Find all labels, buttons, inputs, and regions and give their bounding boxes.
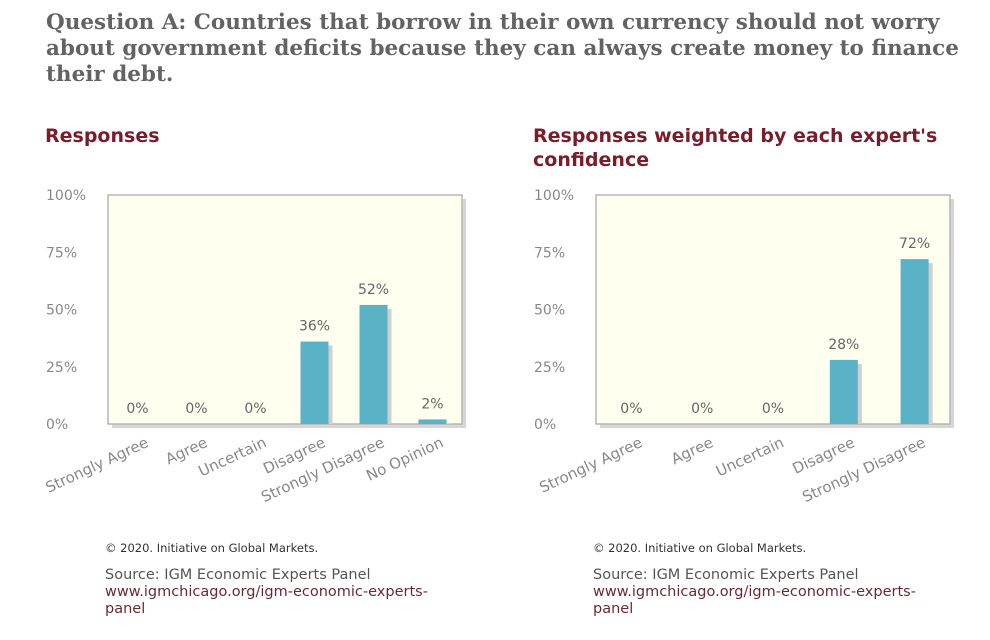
y-tick-label: 75% xyxy=(534,245,565,261)
y-tick-label: 50% xyxy=(534,303,565,319)
source-text: Source: IGM Economic Experts Panel xyxy=(105,567,371,583)
copyright-text: © 2020. Initiative on Global Markets. xyxy=(593,541,807,555)
copyright-text: © 2020. Initiative on Global Markets. xyxy=(105,541,319,555)
chart-title: Responses xyxy=(45,125,160,147)
source-link[interactable]: www.igmchicago.org/igm-economic-experts-… xyxy=(593,584,916,617)
y-tick-label: 100% xyxy=(46,188,86,204)
y-tick-label: 25% xyxy=(534,360,565,376)
y-tick-label: 25% xyxy=(46,360,77,376)
bar-strongly-disagree xyxy=(359,304,388,424)
weighted-responses-chart: 0%25%50%75%100%0%Strongly Agree0%Agree0%… xyxy=(534,188,954,506)
y-tick-label: 75% xyxy=(46,245,77,261)
y-tick-label: 100% xyxy=(534,188,574,204)
source-link[interactable]: www.igmchicago.org/igm-economic-experts-… xyxy=(105,584,428,617)
category-label-strongly-agree: Strongly Agree xyxy=(537,433,646,496)
value-label-agree: 0% xyxy=(185,401,207,417)
weighted-responses-panel: Responses weighted by each expert's conf… xyxy=(488,0,958,640)
plot-area xyxy=(107,194,463,425)
category-label-agree: Agree xyxy=(668,433,716,468)
y-tick-label: 50% xyxy=(46,303,77,319)
source-block: Source: IGM Economic Experts Panel www.i… xyxy=(105,567,465,618)
category-label-uncertain: Uncertain xyxy=(713,433,787,480)
value-label-strongly-disagree: 52% xyxy=(358,282,389,298)
category-label-uncertain: Uncertain xyxy=(196,433,270,480)
value-label-disagree: 36% xyxy=(299,319,330,335)
value-label-strongly-agree: 0% xyxy=(126,401,148,417)
bar-no-opinion xyxy=(418,419,447,424)
question-heading: Question A: Countries that borrow in the… xyxy=(46,10,959,87)
value-label-strongly-agree: 0% xyxy=(620,401,642,417)
bar-disagree xyxy=(300,341,329,424)
value-label-uncertain: 0% xyxy=(244,401,266,417)
value-label-disagree: 28% xyxy=(828,337,859,353)
value-label-strongly-disagree: 72% xyxy=(899,236,930,252)
y-tick-label: 0% xyxy=(534,417,556,433)
category-label-strongly-disagree: Strongly Disagree xyxy=(799,433,928,506)
source-block: Source: IGM Economic Experts Panel www.i… xyxy=(593,567,953,618)
bar-strongly-disagree xyxy=(900,259,929,424)
plot-area xyxy=(595,194,951,425)
responses-panel: Responses 0% 25% 50% 75% 100% 0% Strongly Agre… xyxy=(0,0,470,640)
value-label-no-opinion: 2% xyxy=(421,396,443,412)
value-label-uncertain: 0% xyxy=(762,401,784,417)
bar-disagree xyxy=(829,359,858,424)
y-tick-label: 0% xyxy=(46,417,68,433)
source-text: Source: IGM Economic Experts Panel xyxy=(593,567,859,583)
chart-title: Responses weighted by each expert's conf… xyxy=(533,125,938,171)
responses-chart: 0%25%50%75%100%0%Strongly Agree0%Agree0%… xyxy=(43,188,466,506)
value-label-agree: 0% xyxy=(691,401,713,417)
category-label-strongly-agree: Strongly Agree xyxy=(43,433,152,496)
